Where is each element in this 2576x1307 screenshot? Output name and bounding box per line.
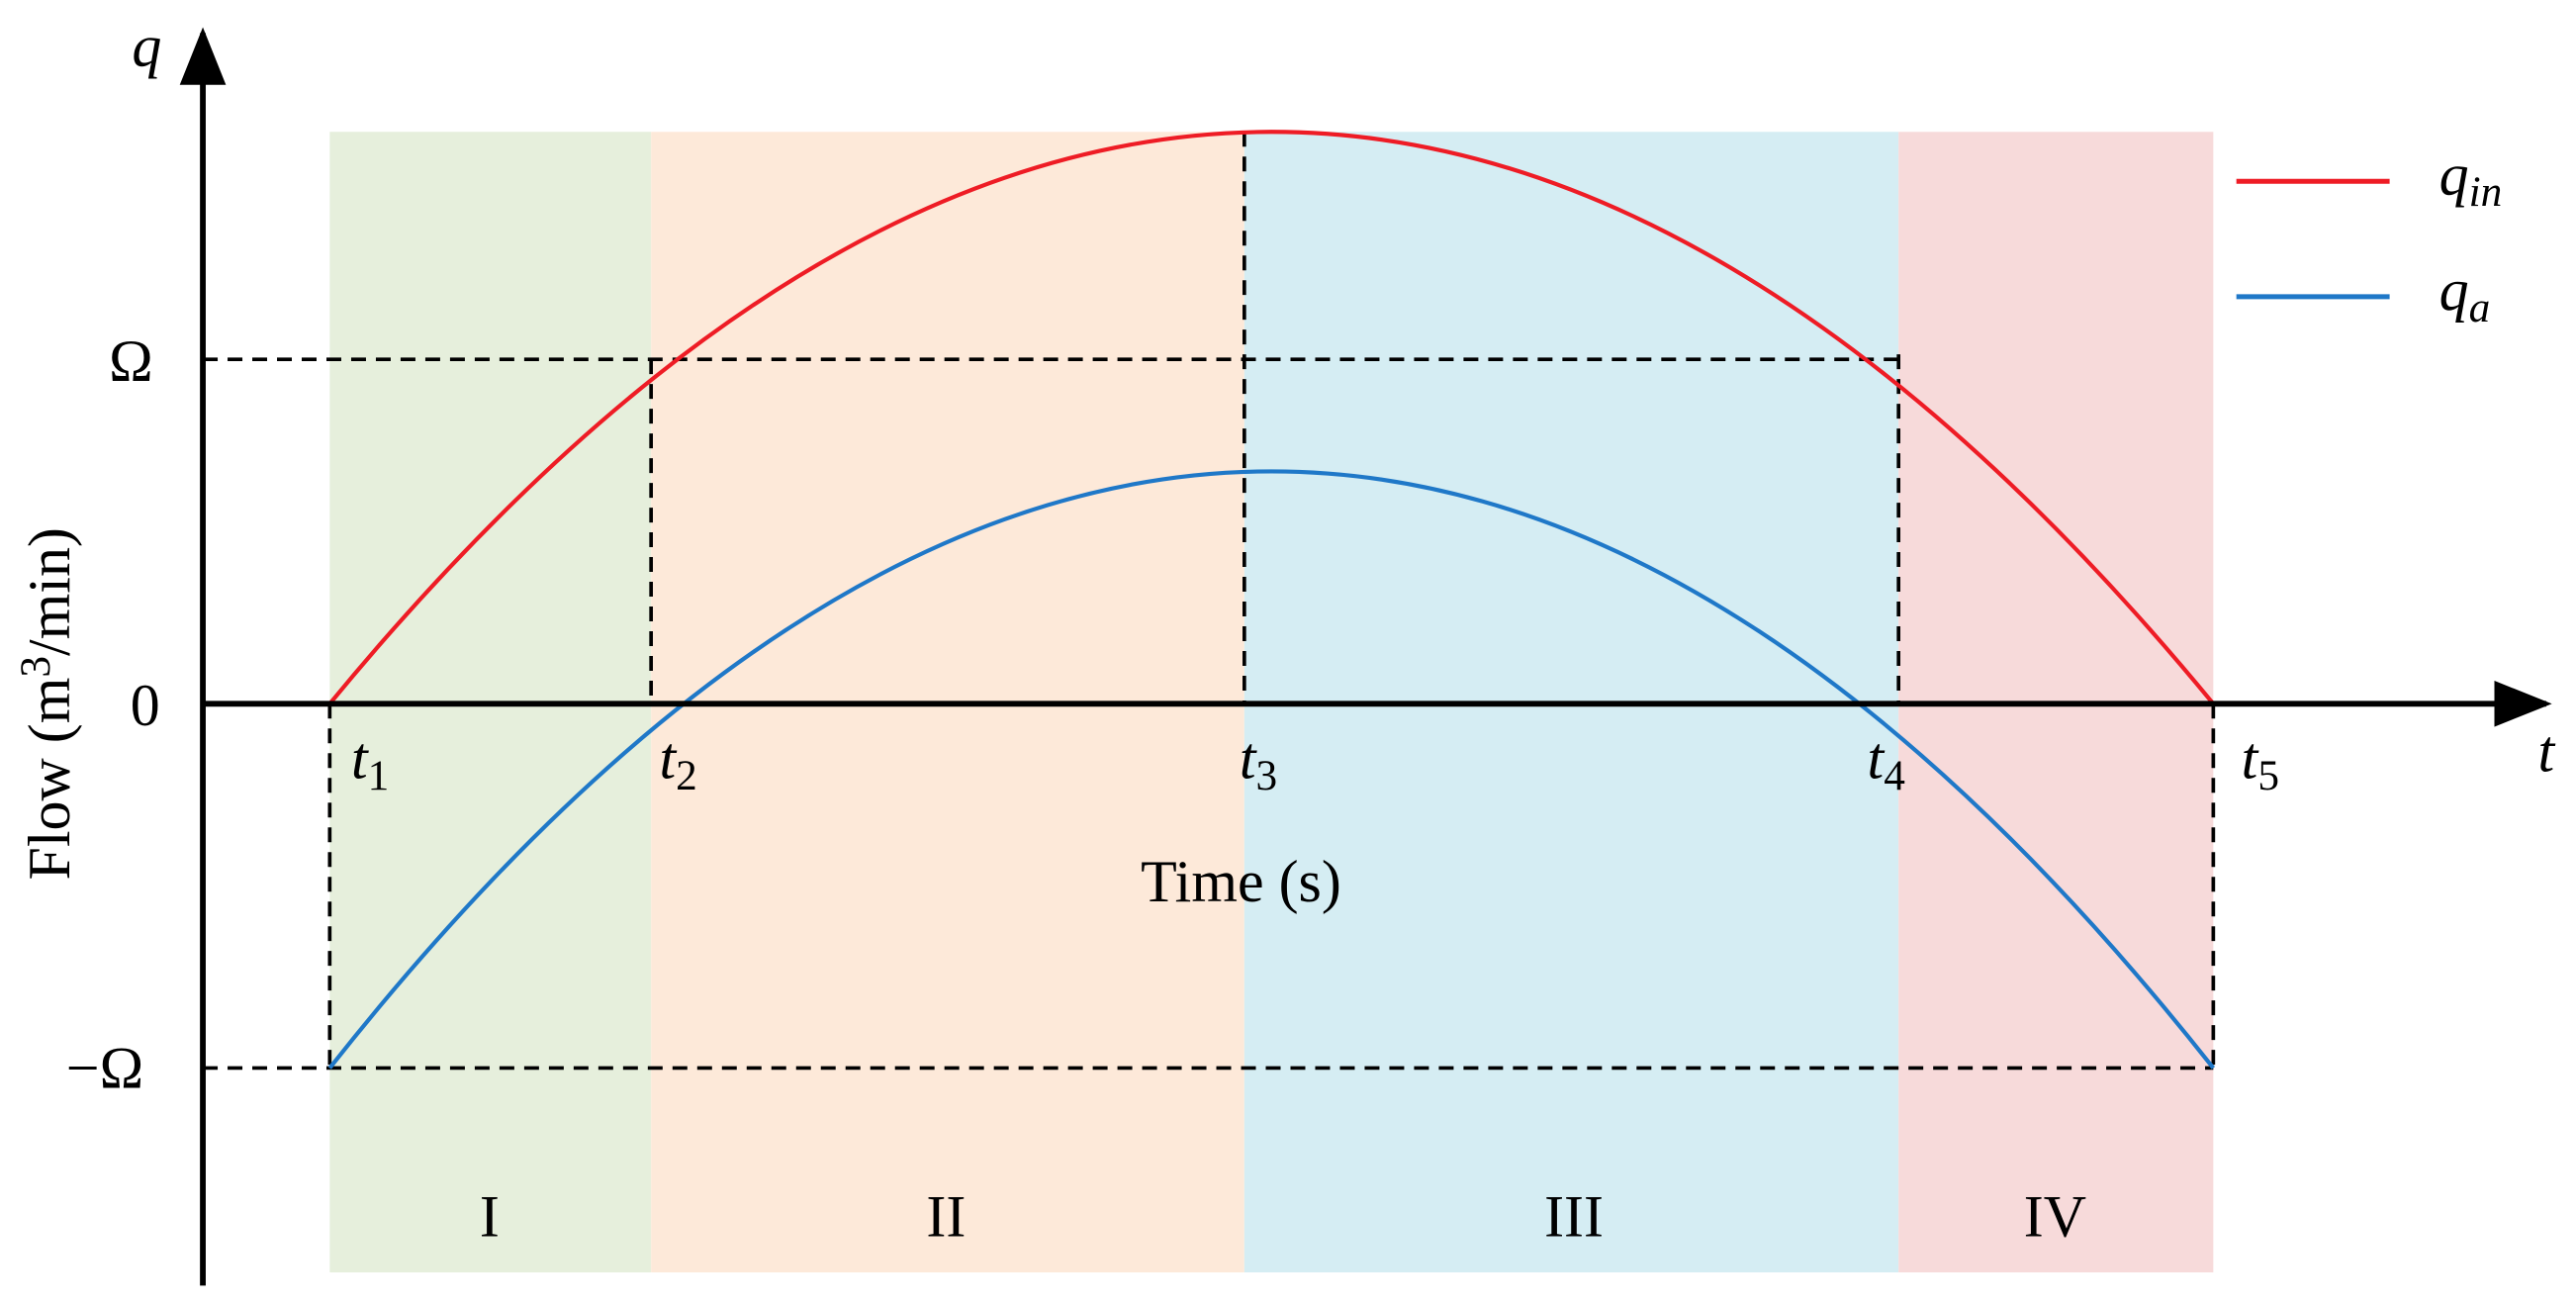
region-label: IV [2024, 1183, 2086, 1249]
y-tick-label: 0 [131, 673, 160, 738]
q-in-curve [327, 130, 2215, 705]
region-label: I [480, 1183, 500, 1249]
x-tick-label: t3 [1240, 725, 1277, 799]
y-axis-title: Flow (m3/min) [12, 527, 82, 880]
y-tick-label: −Ω [66, 1035, 143, 1100]
y-symbol: q [132, 14, 161, 79]
y-tick-label: Ω [109, 328, 153, 394]
x-symbol: t [2538, 719, 2556, 785]
x-tick-labels: t1 t2 t3 t4 t5 [351, 725, 2279, 799]
region-label: III [1544, 1183, 1604, 1249]
x-tick-label: t2 [659, 725, 696, 799]
q-a-curve [327, 469, 2215, 1070]
x-tick-label: t5 [2242, 725, 2279, 799]
x-axis-title: Time (s) [1141, 849, 1341, 914]
legend: qin qa [2236, 142, 2503, 331]
guide-lines [203, 132, 2216, 1071]
x-tick-label: t4 [1868, 725, 1905, 799]
region-label: II [926, 1183, 966, 1249]
legend-label: qin [2439, 142, 2503, 217]
legend-label: qa [2439, 257, 2491, 331]
x-tick-label: t1 [351, 725, 389, 799]
